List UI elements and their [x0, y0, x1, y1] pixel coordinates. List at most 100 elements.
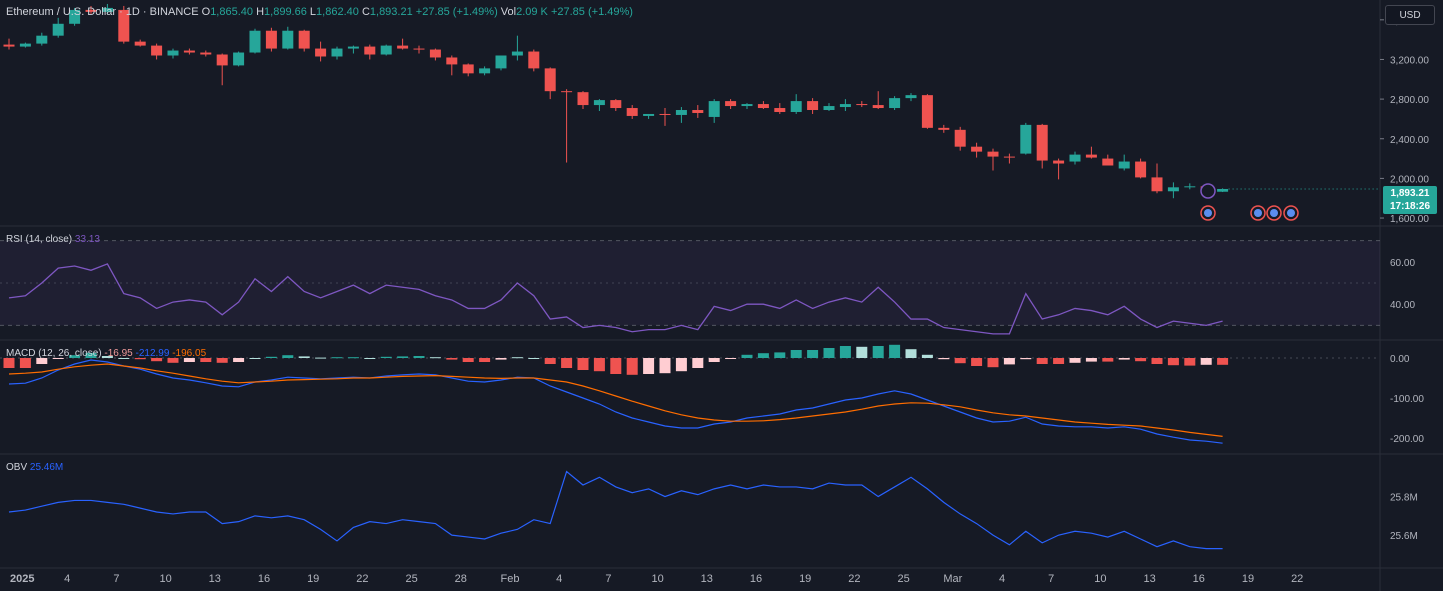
candle	[1217, 188, 1229, 193]
candle	[987, 148, 999, 171]
candle	[495, 55, 507, 71]
candle-body	[380, 45, 392, 55]
candle-body	[151, 45, 163, 56]
candle-body	[216, 54, 228, 66]
x-tick-label: 25	[897, 573, 909, 585]
macd-histogram-bar	[692, 358, 704, 368]
candle-body	[856, 104, 868, 106]
macd-value: -212.99	[135, 348, 170, 359]
price-tick-label: 3,200.00	[1390, 55, 1429, 66]
volume-change: +27.85 (+1.49%)	[550, 6, 633, 18]
candle	[528, 49, 540, 72]
candle	[626, 105, 638, 119]
candle-body	[413, 48, 425, 50]
x-tick-label: Feb	[501, 573, 520, 585]
candle-body	[675, 110, 687, 115]
candle	[265, 27, 277, 52]
currency-button[interactable]: USD	[1385, 5, 1435, 25]
macd-histogram-bar	[725, 358, 737, 359]
candle-body	[200, 52, 212, 55]
x-tick-label: 22	[1291, 573, 1303, 585]
candle-body	[938, 127, 950, 130]
us-flag-event-icon	[1266, 205, 1282, 221]
candle-body	[233, 52, 245, 66]
candle	[823, 103, 835, 111]
macd-histogram-bar	[561, 358, 573, 368]
candle-body	[331, 48, 343, 57]
candle	[938, 124, 950, 133]
candle-body	[495, 55, 507, 69]
candle-body	[479, 68, 491, 74]
candle-body	[1151, 177, 1163, 192]
price-tick-label: 2,000.00	[1390, 174, 1429, 185]
macd-tick-label: -100.00	[1390, 394, 1424, 405]
symbol-title: Ethereum / U.S. Dollar · 1D · BINANCE	[6, 6, 199, 18]
candle	[889, 96, 901, 111]
candle	[36, 32, 48, 46]
x-tick-label: 7	[605, 573, 611, 585]
candle-body	[561, 91, 573, 93]
x-tick-label: 22	[848, 573, 860, 585]
candle	[249, 28, 261, 54]
macd-signal-line	[8, 363, 1223, 437]
candle	[1184, 183, 1196, 190]
candle	[52, 17, 64, 38]
candle-body	[69, 9, 81, 24]
macd-histogram-bar	[823, 348, 835, 358]
high-value: 1,899.66	[264, 6, 307, 18]
candle-body	[987, 151, 999, 157]
volume-label: Vol	[500, 6, 517, 18]
macd-histogram-bar	[905, 349, 917, 358]
obv-tick-label: 25.6M	[1390, 531, 1418, 542]
macd-tick-label: 0.00	[1390, 354, 1410, 365]
candle	[790, 94, 802, 114]
macd-histogram-bar	[52, 358, 64, 359]
candle	[856, 101, 868, 108]
macd-histogram-bar	[479, 358, 491, 362]
candle-body	[544, 68, 556, 92]
x-tick-label: 16	[258, 573, 270, 585]
obv-legend[interactable]: OBV 25.46M	[6, 462, 63, 473]
x-tick-label: 22	[356, 573, 368, 585]
macd-histogram-bar	[971, 358, 983, 366]
obv-line	[8, 470, 1223, 550]
candle	[462, 63, 474, 77]
candle	[1069, 151, 1081, 165]
macd-histogram-bar	[1085, 358, 1097, 362]
candle	[429, 48, 441, 61]
rsi-tick-label: 60.00	[1390, 258, 1415, 269]
x-tick-label: 13	[209, 573, 221, 585]
macd-histogram-bar	[757, 353, 769, 358]
candle-body	[1118, 161, 1130, 169]
event-core	[1204, 209, 1212, 217]
candle-body	[397, 45, 409, 49]
candle	[315, 41, 327, 62]
candle-body	[1184, 186, 1196, 188]
candle-body	[511, 51, 523, 56]
candle-body	[19, 43, 31, 47]
candle-body	[101, 7, 113, 12]
close-value: 1,893.21	[369, 6, 413, 18]
candle	[380, 44, 392, 56]
candle	[921, 94, 933, 129]
candle-body	[1053, 160, 1065, 164]
candle	[675, 107, 687, 123]
macd-histogram-bar	[921, 354, 933, 358]
us-flag-event-icon	[1250, 205, 1266, 221]
macd-legend[interactable]: MACD (12, 26, close) -16.95 -212.99 -196…	[6, 348, 206, 359]
x-tick-label: 13	[1143, 573, 1155, 585]
chart-header: Ethereum / U.S. Dollar · 1D · BINANCE O1…	[6, 6, 633, 18]
candle-body	[1167, 187, 1179, 192]
candle-body	[741, 104, 753, 107]
candle	[954, 126, 966, 151]
obv-value: 25.46M	[29, 462, 64, 473]
event-core	[1254, 209, 1262, 217]
candle-body	[872, 105, 884, 109]
macd-histogram-bar	[741, 354, 753, 358]
rsi-legend[interactable]: RSI (14, close) 33.13	[6, 234, 100, 245]
candle-body	[643, 113, 655, 116]
macd-histogram-bar	[610, 358, 622, 374]
candle-body	[118, 9, 130, 42]
candle-body	[167, 50, 179, 56]
